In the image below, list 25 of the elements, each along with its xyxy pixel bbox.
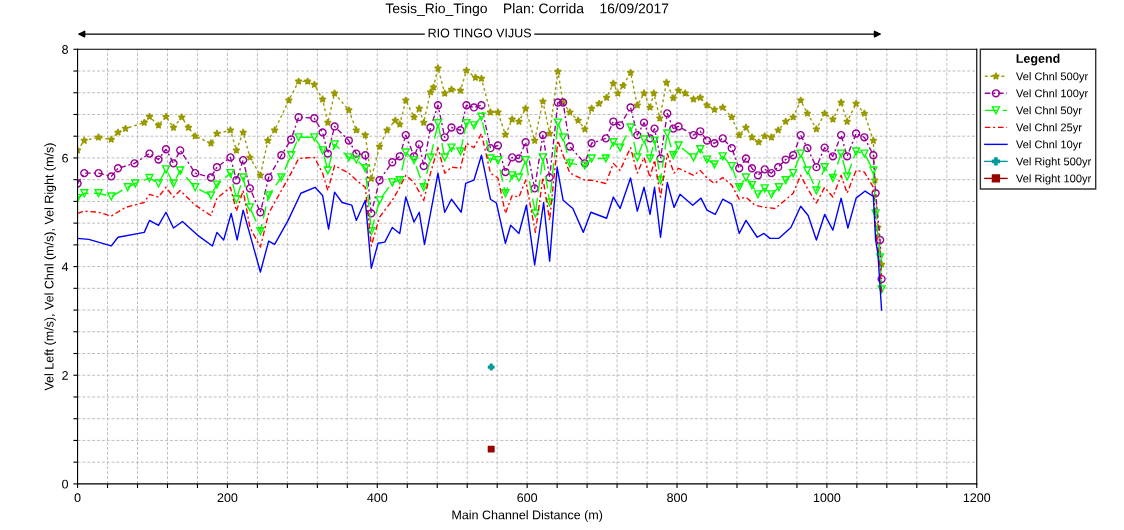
legend-label: Vel Chnl 100yr — [1015, 89, 1088, 100]
y-tick-label: 0 — [62, 479, 69, 489]
x-tick-label: 200 — [217, 493, 238, 503]
x-axis-title: Main Channel Distance (m) — [452, 510, 603, 522]
y-tick-label: 2 — [62, 371, 68, 380]
legend-label: Vel Right 500yr — [1015, 157, 1092, 168]
y-tick-label: 6 — [62, 153, 68, 163]
legend-label: Vel Right 100yr — [1015, 174, 1092, 185]
legend-label: Vel Chnl 25yr — [1015, 123, 1082, 134]
legend-label: Vel Chnl 10yr — [1015, 140, 1082, 151]
y-axis-title: Vel Left (m/s), Vel Chnl (m/s), Vel Right (m/s) — [44, 143, 57, 391]
x-tick-label: 1200 — [963, 493, 991, 503]
x-tick-label: 1000 — [813, 493, 841, 503]
x-tick-label: 600 — [517, 493, 538, 503]
chart-title: Tesis_Rio_Tingo Plan: Corrida 16/09/2017 — [385, 3, 669, 17]
text: RIO TINGO VIJUS — [428, 28, 531, 38]
y-tick-label: 4 — [61, 262, 69, 272]
legend-label: Vel Chnl 500yr — [1015, 72, 1088, 83]
x-tick-label: 400 — [367, 493, 388, 503]
legend-title: Legend — [1016, 53, 1060, 66]
legend-label: Vel Chnl 50yr — [1015, 106, 1082, 117]
y-tick-label: 8 — [62, 45, 68, 54]
line-series — [77, 154, 883, 311]
x-tick-label: 0 — [74, 493, 81, 503]
x-tick-label: 800 — [667, 493, 687, 503]
